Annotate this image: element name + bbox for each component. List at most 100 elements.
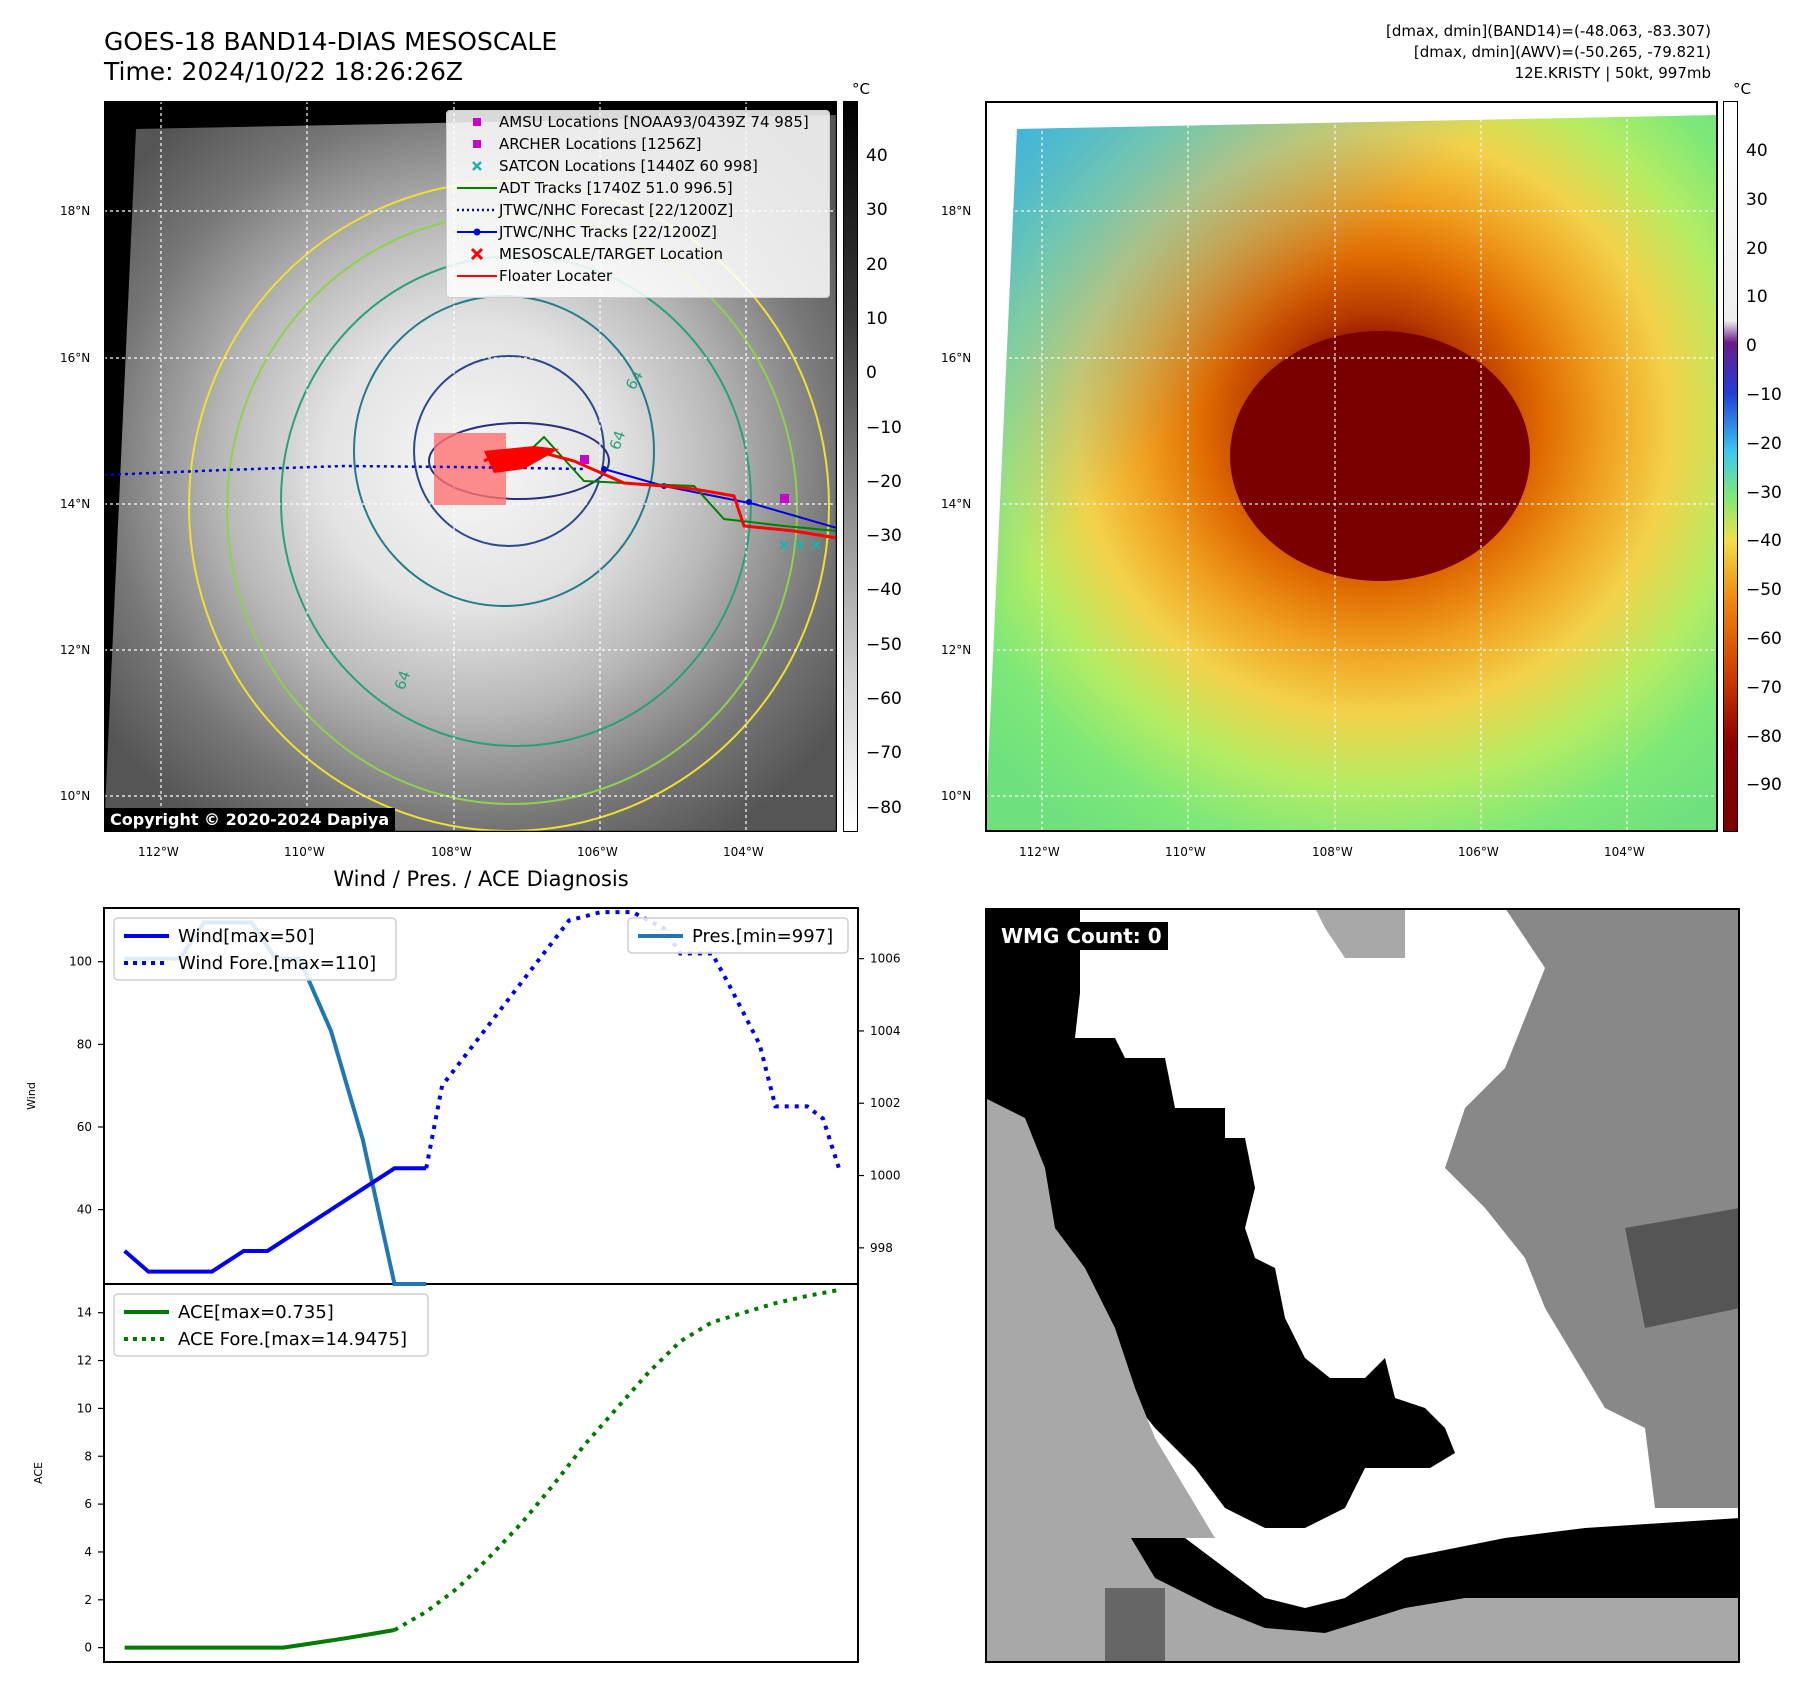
- legend-item: MESOSCALE/TARGET Location: [447, 243, 829, 265]
- stats-line1: [dmax, dmin](BAND14)=(-48.063, -83.307): [1386, 22, 1711, 40]
- nhc-track: [603, 468, 837, 529]
- lon-label: 110°W: [1165, 845, 1206, 859]
- color-colorbar-tick: −70: [1746, 677, 1782, 698]
- pressure-ytick-label: 1006: [870, 952, 900, 966]
- wind-legend-label: Wind[max=50]: [178, 926, 315, 947]
- lon-label: 104°W: [723, 845, 764, 859]
- lon-label: 112°W: [1019, 845, 1060, 859]
- map-legend: AMSU Locations [NOAA93/0439Z 74 985] ARCH…: [446, 110, 830, 298]
- wind-ytick-label: 40: [77, 1203, 92, 1217]
- color-colorbar-tick: 40: [1746, 141, 1768, 161]
- archer-marker: [580, 455, 589, 464]
- gray-colorbar-unit: °C: [852, 80, 870, 98]
- plot-title-line2: Time: 2024/10/22 18:26:26Z: [104, 57, 463, 86]
- color-colorbar: [1723, 101, 1738, 832]
- gray-colorbar-tick: −60: [866, 689, 902, 709]
- ace-ytick-label: 14: [77, 1306, 92, 1320]
- lat-label: 12°N: [941, 643, 972, 657]
- wmg-black-region: [985, 908, 1455, 1528]
- stats-line2: [dmax, dmin](AWV)=(-50.265, -79.821): [1413, 43, 1711, 61]
- lat-label: 16°N: [60, 351, 91, 365]
- color-colorbar-tick: 0: [1746, 336, 1757, 357]
- legend-item: ARCHER Locations [1256Z]: [447, 133, 829, 155]
- ace-line: [124, 1628, 395, 1650]
- lon-label: 106°W: [1458, 845, 1499, 859]
- wind-line: [123, 1166, 427, 1274]
- legend-symbol: [457, 228, 497, 236]
- color-colorbar-tick: −20: [1746, 433, 1782, 454]
- gray-colorbar-tick: 10: [866, 308, 888, 329]
- gray-colorbar-tick: −30: [866, 526, 902, 547]
- wmg-lightgray-patch: [1315, 908, 1405, 958]
- lat-label: 14°N: [941, 497, 972, 511]
- gray-colorbar-tick: −70: [866, 743, 902, 764]
- legend-item: JTWC/NHC Tracks [22/1200Z]: [447, 221, 829, 243]
- gray-colorbar-tick: −80: [866, 797, 902, 818]
- forecast-track: [104, 464, 585, 477]
- wind-legend-label: Wind Fore.[max=110]: [178, 953, 376, 974]
- lat-label: 14°N: [60, 497, 91, 511]
- color-colorbar-tick: 30: [1746, 189, 1768, 210]
- ace-legend: [113, 1293, 429, 1357]
- wmg-darkgray-patch-south: [1105, 1588, 1165, 1663]
- plot-title-line1: GOES-18 BAND14-DIAS MESOSCALE: [104, 27, 558, 56]
- lat-label: 18°N: [941, 204, 972, 218]
- lon-label: 106°W: [577, 845, 618, 859]
- ace-ytick-label: 0: [84, 1641, 92, 1655]
- color-colorbar-tick: −80: [1746, 726, 1782, 747]
- color-colorbar-tick: 20: [1746, 238, 1768, 259]
- lat-label: 16°N: [941, 351, 972, 365]
- wmg-darkgray-patch: [1625, 1208, 1740, 1328]
- awv-color-map: [985, 101, 1718, 832]
- nhc-track-point: [746, 499, 752, 505]
- gray-colorbar-tick: −40: [866, 580, 902, 601]
- gray-colorbar: [843, 101, 858, 832]
- awv-core: [1230, 331, 1530, 581]
- legend-label: JTWC/NHC Forecast [22/1200Z]: [499, 201, 734, 219]
- pressure-legend-label: Pres.[min=997]: [692, 926, 833, 947]
- pressure-ytick-label: 1000: [870, 1169, 900, 1183]
- legend-item: ADT Tracks [1740Z 51.0 996.5]: [447, 177, 829, 199]
- legend-label: ARCHER Locations [1256Z]: [499, 135, 702, 153]
- gray-colorbar-tick: 30: [866, 200, 888, 221]
- ace-ytick-label: 6: [84, 1497, 92, 1511]
- diagnosis-chart: 406080100Wind9981000100210041006Pressure…: [25, 907, 900, 1663]
- wmg-lightgray-region: [985, 1098, 1215, 1538]
- legend-symbol: [470, 247, 484, 261]
- color-colorbar-tick: −90: [1746, 775, 1782, 796]
- wind-ytick-label: 80: [77, 1037, 92, 1051]
- pressure-ytick-label: 1004: [870, 1024, 900, 1038]
- wind-axis-label: Wind: [25, 1082, 38, 1110]
- lon-label: 112°W: [138, 845, 179, 859]
- lon-label: 108°W: [1312, 845, 1353, 859]
- gray-colorbar-tick: −10: [866, 417, 902, 438]
- satcon-marker: [779, 540, 789, 550]
- color-colorbar-tick: −60: [1746, 629, 1782, 649]
- wmg-classification-map: [985, 908, 1740, 1663]
- color-colorbar-unit: °C: [1733, 80, 1751, 98]
- legend-symbol: [473, 118, 481, 126]
- contour-navy: [413, 355, 605, 547]
- legend-label: Floater Locater: [499, 267, 613, 285]
- gray-colorbar-tick: 20: [866, 254, 888, 275]
- wind-legend: [113, 917, 397, 981]
- ace-ytick-label: 10: [77, 1401, 92, 1415]
- wmg-count-label: WMG Count: 0: [995, 922, 1168, 950]
- ace-ytick-label: 12: [77, 1354, 92, 1368]
- contour-label: 64: [391, 668, 414, 692]
- ace-forecast-line: [393, 1288, 840, 1632]
- legend-symbol: [457, 187, 497, 189]
- lat-label: 10°N: [60, 789, 91, 803]
- wind-ytick-label: 100: [69, 955, 92, 969]
- stats-line3: 12E.KRISTY | 50kt, 997mb: [1514, 64, 1711, 82]
- ace-legend-label: ACE[max=0.735]: [178, 1302, 334, 1323]
- gray-colorbar-tick: −50: [866, 634, 902, 655]
- pressure-ytick-label: 1002: [870, 1096, 900, 1110]
- contour-label: 64: [606, 428, 629, 452]
- color-colorbar-tick: −10: [1746, 385, 1782, 405]
- color-colorbar-tick: 10: [1746, 287, 1768, 308]
- legend-symbol: [473, 140, 481, 148]
- pressure-ytick-label: 998: [870, 1241, 893, 1255]
- legend-item: Floater Locater: [447, 265, 829, 287]
- diag-title: Wind / Pres. / ACE Diagnosis: [333, 867, 629, 891]
